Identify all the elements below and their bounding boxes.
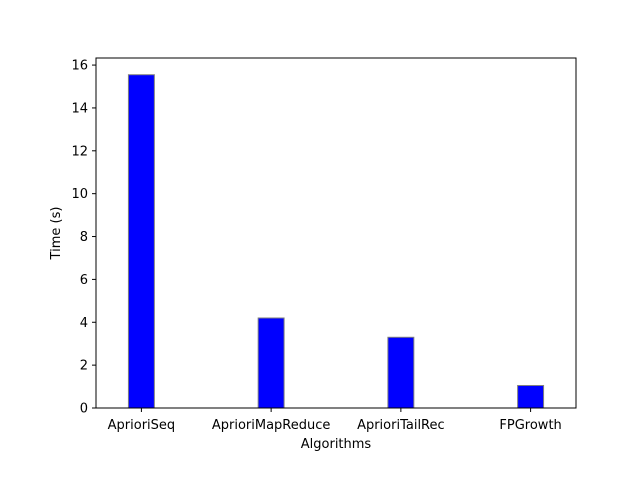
x-axis-label: Algorithms: [301, 437, 372, 452]
x-axis-ticks: AprioriSeq AprioriMapReduce AprioriTailRec…: [108, 408, 562, 433]
x-tick-label: FPGrowth: [499, 418, 561, 433]
y-tick-label: 2: [80, 359, 88, 374]
y-tick-label: 6: [80, 273, 88, 288]
y-tick-label: 14: [71, 101, 88, 116]
y-tick-label: 8: [80, 230, 88, 245]
x-tick-label: AprioriSeq: [108, 418, 176, 433]
x-tick-label: AprioriMapReduce: [212, 418, 331, 433]
plot-frame: [95, 57, 577, 409]
y-tick-label: 10: [71, 187, 88, 202]
y-axis-label: Time (s): [49, 207, 64, 261]
bar-aprioriseq: [127, 74, 155, 409]
y-tick-label: 16: [71, 59, 88, 74]
y-tick-label: 0: [80, 402, 88, 417]
bar-apriorimapreduce: [257, 317, 285, 409]
bars-group: [127, 74, 545, 409]
bar-aprioritailrec: [387, 336, 415, 409]
y-axis-ticks: 0 2 4 6 8 10 12 14 16: [71, 59, 96, 417]
bar-fpgrowth: [517, 384, 545, 409]
x-tick-label: AprioriTailRec: [357, 418, 445, 433]
y-tick-label: 4: [80, 316, 88, 331]
y-tick-label: 12: [71, 144, 88, 159]
